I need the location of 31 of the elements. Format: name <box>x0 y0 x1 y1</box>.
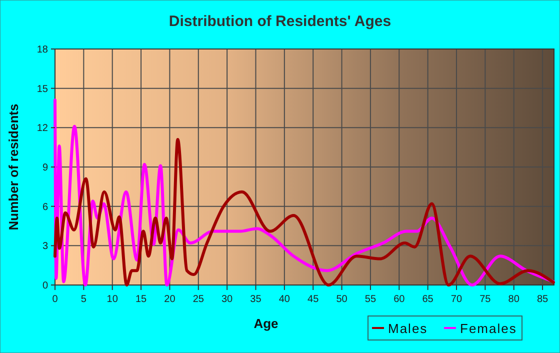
y-tick-label: 12 <box>36 123 48 134</box>
x-tick-label: 25 <box>192 294 204 305</box>
x-tick-label: 70 <box>450 294 462 305</box>
x-tick-label: 50 <box>336 294 348 305</box>
chart-title: Distribution of Residents' Ages <box>168 13 392 30</box>
line-series <box>54 138 555 286</box>
x-tick-label: 15 <box>135 294 148 305</box>
x-tick-label: 75 <box>480 294 492 305</box>
y-tick-label: 15 <box>36 84 48 95</box>
x-tick-label: 10 <box>106 294 118 305</box>
x-tick-label: 65 <box>422 294 434 305</box>
x-tick-label: 85 <box>536 294 549 305</box>
y-axis-title: Number of residents <box>6 104 21 230</box>
x-tick-label: 45 <box>308 294 320 305</box>
x-tick-label: 40 <box>278 294 290 305</box>
x-tick-label: 60 <box>394 294 406 305</box>
x-tick-label: 20 <box>164 294 176 305</box>
x-tick-label: 30 <box>222 294 234 305</box>
x-axis-title: Age <box>254 316 278 331</box>
x-tick-label: 5 <box>80 294 87 305</box>
x-tick-label: 35 <box>250 294 262 305</box>
x-tick-label: 0 <box>52 294 58 305</box>
y-tick-label: 9 <box>42 162 48 174</box>
y-tick-label: 6 <box>42 202 48 213</box>
legend-label: Males <box>388 321 428 336</box>
y-tick-label: 18 <box>36 44 48 56</box>
legend-label: Females <box>460 321 517 336</box>
y-tick-label: 3 <box>42 241 48 252</box>
x-tick-label: 55 <box>364 294 376 305</box>
x-tick-label: 80 <box>508 294 520 305</box>
y-tick-label: 0 <box>42 280 48 292</box>
